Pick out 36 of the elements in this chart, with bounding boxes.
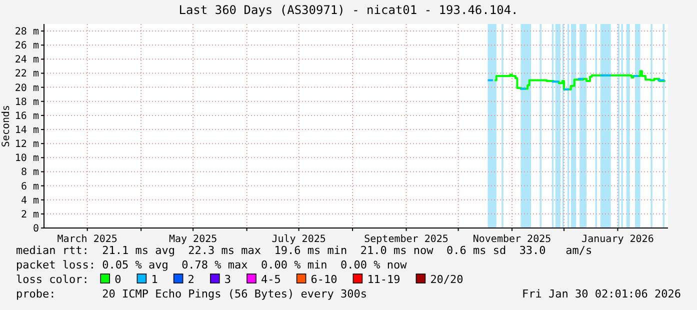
text: probe: 20 ICMP Echo Pings (56 Bytes) every 300s	[16, 288, 367, 300]
legend-label: 1	[151, 273, 158, 286]
legend-title: loss color:	[16, 273, 89, 286]
y-tick-label: 8 m	[20, 167, 39, 178]
text: median rtt: 21.1 ms avg 22.3 ms max 19.6 ms min 21.0 ms now 0.6 ms sd 33.0 am/s	[16, 244, 592, 257]
y-tick-label: 10 m	[14, 153, 39, 164]
text: packet loss: 0.05 % avg 0.78 % max 0.00 % min 0.00 % now	[16, 258, 408, 272]
x-tick-label: July 2025	[272, 234, 326, 245]
x-tick-label: January 2026	[582, 234, 654, 245]
y-tick-label: 26 m	[14, 40, 39, 52]
y-tick-label: 22 m	[14, 68, 39, 80]
legend-label: 4-5	[261, 273, 281, 286]
legend-label: 11-19	[367, 273, 400, 286]
text: Fri Jan 30 02:01:06 2026	[522, 288, 681, 300]
y-tick-label: 12 m	[14, 139, 39, 150]
legend-label: 0	[114, 273, 122, 286]
y-tick-label: 14 m	[14, 125, 39, 136]
x-tick-label: September 2025	[364, 234, 448, 245]
legend-label: 6-10	[310, 273, 338, 286]
y-tick-label: 16 m	[14, 110, 39, 122]
legend-label: 20/20	[430, 273, 464, 286]
y-tick-label: 20 m	[14, 82, 39, 94]
legend-label: 2	[188, 273, 194, 286]
y-tick-label: 0	[32, 224, 39, 234]
y-tick-label: 24 m	[14, 54, 39, 66]
y-tick-label: 6 m	[20, 181, 39, 192]
y-tick-label: 18 m	[14, 96, 39, 108]
x-tick-label: May 2025	[168, 234, 218, 245]
chart-title: Last 360 Days (AS30971) - nicat01 - 193.46.104.	[178, 3, 518, 17]
y-tick-label: 4 m	[20, 195, 39, 206]
x-tick-label: November 2025	[472, 234, 552, 245]
y-axis-title: Seconds	[1, 104, 12, 148]
y-tick-label: 2 m	[20, 209, 39, 220]
x-tick-label: March 2025	[57, 234, 118, 245]
legend-label: 3	[224, 273, 232, 286]
y-tick-label: 28 m	[14, 26, 39, 38]
